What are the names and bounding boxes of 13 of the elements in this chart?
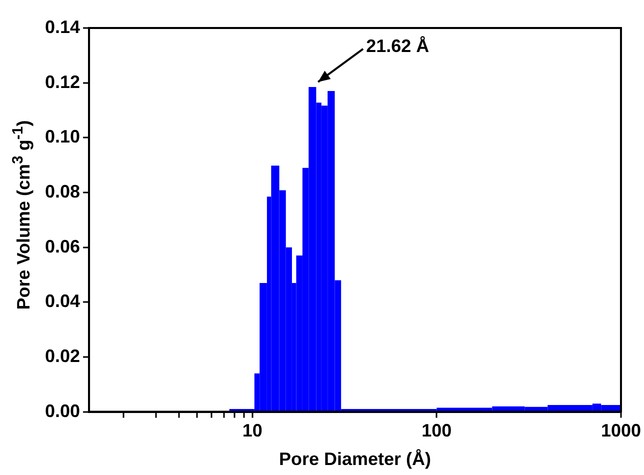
- x-tick-label: 10: [242, 420, 262, 441]
- annotation: 21.62 Å: [366, 36, 430, 56]
- y-tick-label: 0.12: [44, 72, 80, 92]
- y-tick-label: 0.08: [44, 181, 80, 202]
- y-tick-label: 0.14: [44, 16, 80, 37]
- x-tick-label: 100: [422, 420, 452, 441]
- y-tick-label: 0.10: [44, 126, 80, 147]
- x-axis-title: Pore Diameter (Å): [278, 449, 432, 470]
- y-tick-label: 0.06: [44, 236, 80, 256]
- y-tick-label: 0.02: [44, 346, 80, 366]
- y-tick-label: 0.04: [44, 291, 80, 312]
- y-tick-label: 0.00: [44, 400, 80, 421]
- x-tick-label: 1000: [600, 420, 641, 441]
